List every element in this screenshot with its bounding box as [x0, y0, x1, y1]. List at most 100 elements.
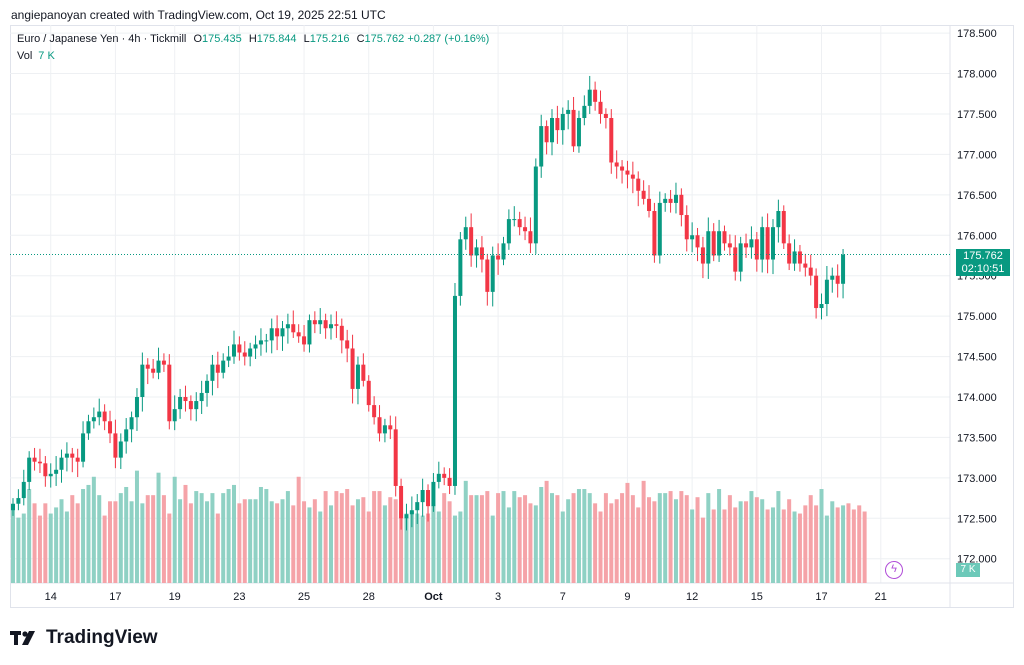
volume-bar — [48, 513, 53, 583]
candle-body — [199, 392, 204, 402]
candle-body — [312, 320, 317, 325]
y-tick-label: 177.000 — [957, 149, 997, 161]
volume-bar — [652, 501, 657, 583]
volume-bar — [156, 472, 161, 583]
candle-body — [59, 457, 64, 470]
candle-body — [64, 453, 69, 458]
x-tick-label: 3 — [495, 591, 501, 603]
change-value: +0.287 (+0.16%) — [407, 33, 490, 45]
candle-body — [571, 109, 576, 147]
candle-body — [625, 170, 630, 175]
volume-bar — [587, 493, 592, 583]
volume-bar — [733, 507, 738, 583]
low-label: L — [303, 33, 310, 45]
candle-body — [814, 275, 819, 309]
candle-body — [334, 324, 339, 326]
candle-body — [738, 243, 743, 272]
candle-body — [485, 259, 490, 292]
volume-bar — [571, 493, 576, 583]
candle-body — [108, 421, 113, 434]
volume-bar — [501, 491, 506, 583]
candle-body — [512, 219, 517, 221]
volume-bar — [355, 499, 360, 583]
volume-bar — [727, 495, 732, 583]
volume-bar — [151, 495, 156, 583]
candle-body — [75, 457, 80, 462]
candle-body — [285, 324, 290, 329]
volume-bar — [318, 511, 323, 583]
volume-bar — [43, 503, 48, 583]
x-tick-label: 28 — [363, 591, 375, 603]
chart-byline: angiepanoyan created with TradingView.co… — [11, 8, 386, 22]
candle-body — [717, 231, 722, 256]
volume-bar — [706, 493, 711, 583]
volume-bar — [334, 491, 339, 583]
volume-bar — [781, 509, 786, 583]
symbol-title[interactable]: Euro / Japanese Yen · 4h · Tickmill — [17, 33, 187, 45]
candle-body — [787, 243, 792, 264]
candle-body — [760, 227, 765, 260]
candle-body — [210, 364, 215, 381]
volume-bar — [280, 499, 285, 583]
candle-body — [280, 328, 285, 337]
tradingview-logo[interactable]: TradingView — [10, 627, 158, 649]
candle-body — [781, 211, 786, 244]
volume-bar — [399, 511, 404, 583]
volume-bar — [776, 491, 781, 583]
volume-bar — [75, 503, 80, 583]
volume-bar — [442, 493, 447, 583]
volume-legend: Vol 7 K — [17, 50, 55, 62]
open-label: O — [193, 33, 202, 45]
volume-bar — [178, 499, 183, 583]
candle-body — [339, 325, 344, 341]
candle-body — [733, 247, 738, 272]
volume-axis-tag: 7 K — [956, 563, 980, 577]
candle-body — [824, 279, 829, 304]
candle-body — [404, 514, 409, 519]
candle-body — [668, 198, 673, 203]
candle-body — [819, 304, 824, 309]
lightning-icon[interactable]: ϟ — [885, 561, 903, 579]
volume-bar — [846, 503, 851, 583]
candle-body — [479, 247, 484, 260]
candle-body — [533, 166, 538, 244]
volume-bar — [469, 495, 474, 583]
volume-bar — [835, 507, 840, 583]
candle-body — [528, 231, 533, 244]
candle-body — [237, 344, 242, 353]
x-tick-label: 12 — [686, 591, 698, 603]
volume-bar — [787, 499, 792, 583]
volume-bar — [760, 499, 765, 583]
candle-body — [248, 348, 253, 357]
volume-bar — [690, 509, 695, 583]
bar-countdown: 02:10:51 — [961, 263, 1005, 275]
volume-bar — [625, 482, 630, 583]
volume-bar — [307, 507, 312, 583]
volume-bar — [857, 505, 862, 583]
volume-bar — [145, 495, 150, 583]
candle-body — [744, 243, 749, 248]
volume-bar — [517, 497, 522, 583]
volume-bar — [86, 484, 91, 583]
volume-bar — [258, 486, 263, 583]
volume-bar — [70, 495, 75, 583]
volume-bar — [663, 493, 668, 583]
tradingview-logo-icon — [10, 631, 35, 645]
volume-bar — [140, 503, 145, 583]
volume-bar — [134, 470, 139, 583]
candle-body — [442, 473, 447, 478]
volume-bar — [382, 505, 387, 583]
y-tick-label: 176.000 — [957, 230, 997, 242]
candle-body — [452, 295, 457, 486]
volume-bar — [81, 489, 86, 583]
candle-body — [37, 461, 42, 464]
y-tick-label: 173.000 — [957, 473, 997, 485]
volume-bar — [285, 491, 290, 583]
volume-bar — [231, 484, 236, 583]
candle-body — [16, 498, 21, 504]
candle-body — [700, 247, 705, 264]
volume-bar — [792, 511, 797, 583]
x-tick-label: 19 — [169, 591, 181, 603]
close-label: C — [356, 33, 365, 45]
